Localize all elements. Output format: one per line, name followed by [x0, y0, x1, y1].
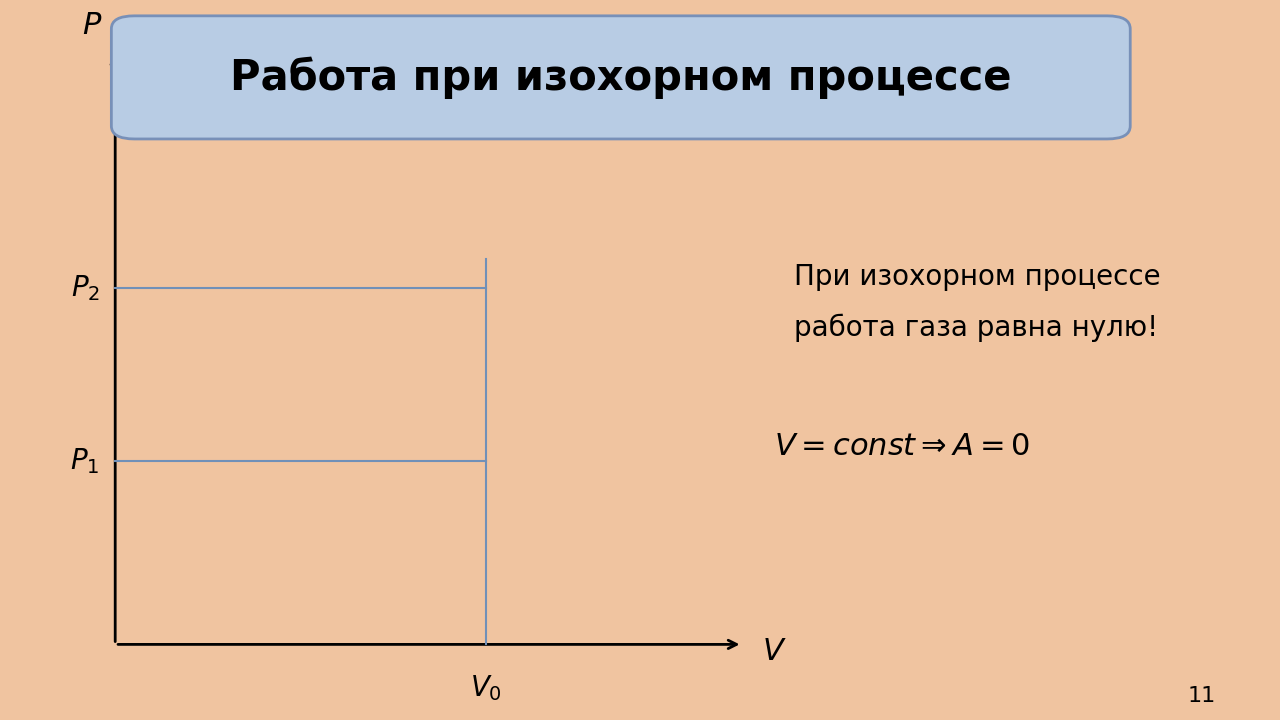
Text: Работа при изохорном процессе: Работа при изохорном процессе [230, 56, 1011, 99]
Text: $P_1$: $P_1$ [70, 446, 100, 476]
Text: $V = const \Rightarrow A = 0$: $V = const \Rightarrow A = 0$ [774, 432, 1030, 461]
Text: $P$: $P$ [82, 11, 102, 40]
FancyBboxPatch shape [111, 16, 1130, 139]
Text: $V$: $V$ [762, 637, 786, 666]
Text: $P_2$: $P_2$ [70, 273, 100, 303]
Text: 11: 11 [1188, 685, 1216, 706]
Text: работа газа равна нулю!: работа газа равна нулю! [794, 313, 1158, 342]
Text: При изохорном процессе: При изохорном процессе [794, 264, 1160, 291]
Text: $V_0$: $V_0$ [471, 673, 502, 703]
